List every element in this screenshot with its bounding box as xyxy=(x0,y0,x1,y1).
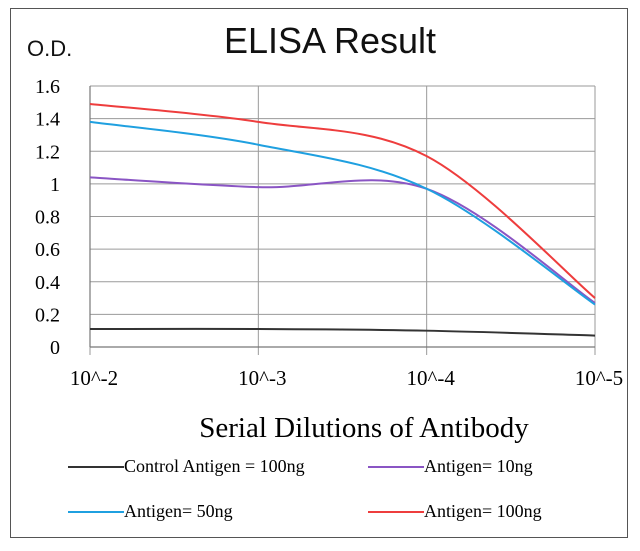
x-tick-label: 10^-3 xyxy=(238,366,286,390)
x-axis-label: Serial Dilutions of Antibody xyxy=(199,412,529,444)
y-tick-label: 0 xyxy=(50,337,60,359)
y-tick-label: 0.8 xyxy=(35,207,60,229)
legend-label: Control Antigen = 100ng xyxy=(124,456,305,476)
y-tick-label: 1.6 xyxy=(35,76,60,98)
y-axis-label: O.D. xyxy=(27,36,72,61)
y-tick-label: 1 xyxy=(50,174,60,196)
series-lines xyxy=(89,102,596,337)
chart-frame xyxy=(10,8,628,538)
legend-label: Antigen= 50ng xyxy=(124,501,233,521)
series-line xyxy=(89,176,596,304)
gridlines xyxy=(89,85,596,355)
y-tick-label: 0.2 xyxy=(35,304,60,326)
legend-label: Antigen= 100ng xyxy=(424,501,542,521)
legend: Control Antigen = 100ng Antigen= 10ng Anti… xyxy=(68,456,542,521)
legend-label: Antigen= 10ng xyxy=(424,456,533,476)
y-tick-label: 1.2 xyxy=(35,141,60,163)
chart-title: ELISA Result xyxy=(224,20,436,61)
y-tick-label: 0.6 xyxy=(35,239,60,261)
x-tick-labels: 10^-2 10^-3 10^-4 10^-5 xyxy=(70,366,623,390)
x-tick-label: 10^-5 xyxy=(575,366,623,390)
y-tick-labels: 0 0.2 0.4 0.6 0.8 1 1.2 1.4 1.6 xyxy=(35,76,60,359)
series-line xyxy=(89,327,596,337)
series-line xyxy=(89,102,596,299)
series-line xyxy=(89,120,596,306)
y-tick-label: 1.4 xyxy=(35,109,60,131)
x-tick-label: 10^-2 xyxy=(70,366,118,390)
x-tick-label: 10^-4 xyxy=(406,366,455,390)
y-tick-label: 0.4 xyxy=(35,272,60,294)
